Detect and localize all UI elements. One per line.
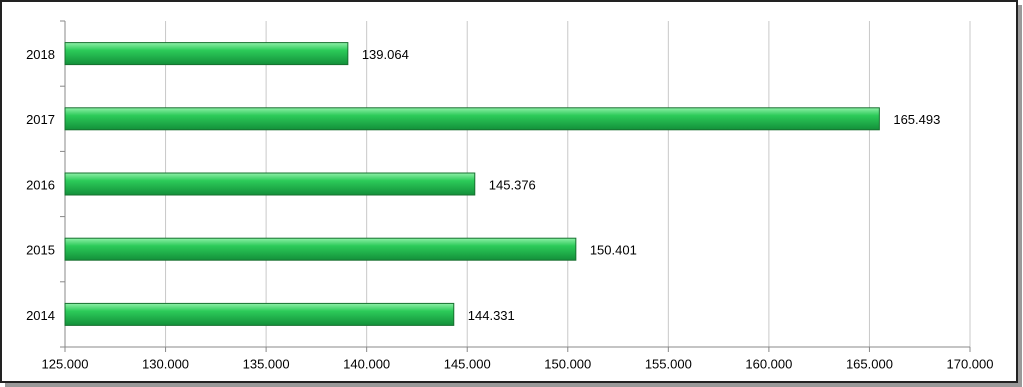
frame-shadow	[1018, 5, 1022, 385]
x-tick-label: 150.000	[544, 356, 591, 371]
x-tick-label: 165.000	[846, 356, 893, 371]
x-tick-label: 170.000	[947, 356, 994, 371]
x-tick-label: 145.000	[444, 356, 491, 371]
frame-shadow	[5, 383, 1022, 387]
y-tick-label: 2015	[26, 243, 55, 258]
value-label: 165.493	[893, 112, 940, 127]
y-tick-label: 2016	[26, 177, 55, 192]
x-tick-label: 160.000	[745, 356, 792, 371]
value-label: 139.064	[362, 47, 409, 62]
y-tick-label: 2017	[26, 112, 55, 127]
value-label: 150.401	[590, 243, 637, 258]
x-tick-label: 125.000	[42, 356, 89, 371]
bar	[64, 107, 880, 131]
x-tick-label: 130.000	[142, 356, 189, 371]
bar	[64, 42, 349, 66]
x-tick-label: 135.000	[243, 356, 290, 371]
value-label: 145.376	[489, 177, 536, 192]
bar	[64, 302, 455, 326]
bar	[64, 172, 476, 196]
x-tick-label: 140.000	[343, 356, 390, 371]
y-tick-label: 2014	[26, 308, 55, 323]
value-label: 144.331	[468, 308, 515, 323]
bar	[64, 237, 577, 261]
y-tick-label: 2018	[26, 47, 55, 62]
x-tick-label: 155.000	[645, 356, 692, 371]
